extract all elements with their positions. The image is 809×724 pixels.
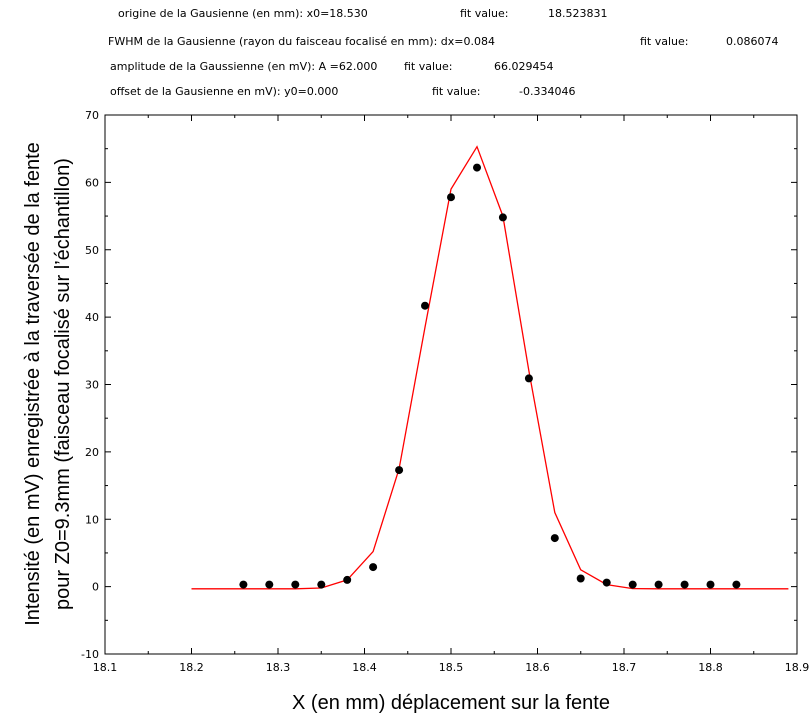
x-tick-label: 18.3 bbox=[266, 661, 291, 674]
y-tick-label: 0 bbox=[92, 581, 99, 594]
x-tick-label: 18.8 bbox=[698, 661, 723, 674]
y-tick-label: -10 bbox=[81, 648, 99, 661]
data-point bbox=[628, 580, 637, 589]
data-point bbox=[576, 574, 585, 583]
data-point bbox=[447, 193, 455, 202]
x-tick-label: 18.7 bbox=[612, 661, 637, 674]
y-axis-ticks bbox=[105, 114, 797, 655]
data-point bbox=[550, 534, 559, 543]
annotation-origin-fit-value: 18.523831 bbox=[548, 7, 608, 20]
y-tick-label: 60 bbox=[85, 176, 99, 189]
annotation-fwhm-fit-value: 0.086074 bbox=[726, 35, 779, 48]
gaussian-fit-line bbox=[191, 145, 789, 590]
y-axis-tick-labels: -10 0 10 20 30 40 50 60 70 bbox=[81, 109, 99, 661]
y-tick-label: 70 bbox=[85, 109, 99, 122]
data-point bbox=[343, 575, 352, 584]
data-point bbox=[732, 580, 741, 589]
x-tick-label: 18.6 bbox=[525, 661, 550, 674]
data-point bbox=[680, 580, 689, 589]
data-point bbox=[602, 578, 611, 587]
y-tick-label: 30 bbox=[85, 379, 99, 392]
data-point bbox=[421, 301, 429, 310]
data-point bbox=[524, 374, 533, 383]
y-tick-label: 20 bbox=[85, 446, 99, 459]
x-tick-label: 18.5 bbox=[439, 661, 464, 674]
x-tick-label: 18.9 bbox=[785, 661, 809, 674]
annotation-origin-label: origine de la Gausienne (en mm): x0=18.5… bbox=[118, 7, 368, 20]
y-tick-label: 50 bbox=[85, 244, 99, 257]
annotation-origin-fit-label: fit value: bbox=[460, 7, 509, 20]
x-axis-tick-labels: 18.1 18.2 18.3 18.4 18.5 18.6 18.7 18.8 18.9 bbox=[93, 661, 809, 674]
data-point bbox=[395, 466, 404, 475]
data-point bbox=[473, 163, 481, 172]
annotation-fwhm-label: FWHM de la Gausienne (rayon du faisceau … bbox=[108, 35, 495, 48]
annotation-offset-label: offset de la Gausienne en mV): y0=0.000 bbox=[110, 85, 338, 98]
annotation-offset-fit-value: -0.334046 bbox=[519, 85, 575, 98]
data-point bbox=[498, 213, 507, 222]
y-axis-title-line-2: pour Z0=9.3mm (faisceau focalisé sur l’é… bbox=[52, 158, 74, 610]
data-point bbox=[291, 580, 300, 589]
x-tick-label: 18.2 bbox=[179, 661, 204, 674]
data-point bbox=[317, 580, 326, 589]
annotation-amplitude-fit-label: fit value: bbox=[404, 60, 453, 73]
data-point bbox=[654, 580, 663, 589]
data-point bbox=[239, 580, 248, 589]
annotation-fwhm-fit-label: fit value: bbox=[640, 35, 689, 48]
data-point bbox=[369, 563, 378, 572]
fit-annotations: origine de la Gausienne (en mm): x0=18.5… bbox=[108, 7, 779, 98]
x-axis-ticks bbox=[104, 115, 798, 654]
x-axis-title: X (en mm) déplacement sur la fente bbox=[292, 692, 610, 714]
annotation-amplitude-label: amplitude de la Gaussienne (en mV): A =6… bbox=[110, 60, 377, 73]
x-tick-label: 18.1 bbox=[93, 661, 118, 674]
data-point bbox=[265, 580, 274, 589]
data-point bbox=[706, 580, 715, 589]
y-tick-label: 40 bbox=[85, 311, 99, 324]
y-axis-title-line-1: Intensité (en mV) enregistrée à la trave… bbox=[22, 142, 44, 626]
x-tick-label: 18.4 bbox=[352, 661, 377, 674]
annotation-amplitude-fit-value: 66.029454 bbox=[494, 60, 554, 73]
y-tick-label: 10 bbox=[85, 513, 99, 526]
annotation-offset-fit-label: fit value: bbox=[432, 85, 481, 98]
measured-points bbox=[239, 163, 741, 589]
